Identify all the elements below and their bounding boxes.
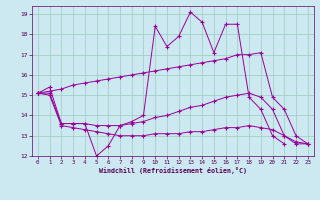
X-axis label: Windchill (Refroidissement éolien,°C): Windchill (Refroidissement éolien,°C) (99, 167, 247, 174)
